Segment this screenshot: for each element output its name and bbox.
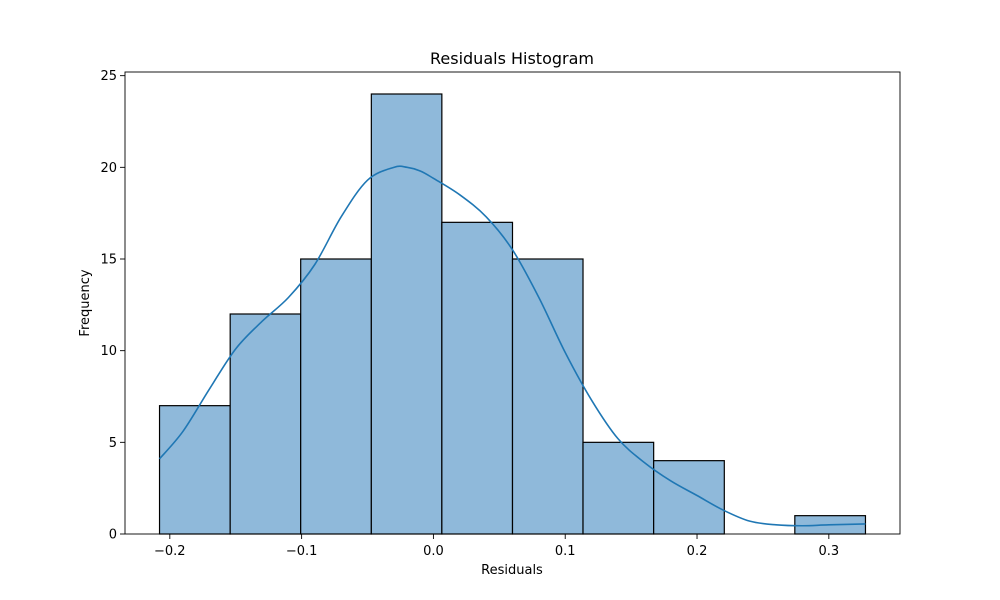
histogram-bar [158, 405, 231, 535]
y-axis-ticks: 0 5 10 15 20 25 [100, 69, 125, 543]
plot-area-frame [124, 71, 901, 535]
y-tick-label: 25 [100, 69, 117, 84]
x-axis-label: Residuals [481, 563, 543, 578]
histogram-bar [653, 460, 725, 535]
histogram-bar [441, 221, 514, 535]
y-tick-label: 20 [100, 161, 117, 176]
x-tick-label: 0.2 [687, 544, 708, 559]
y-tick-label: 5 [109, 436, 117, 451]
x-tick-label: −0.1 [286, 544, 318, 559]
y-tick-label: 0 [109, 528, 117, 543]
histogram-bar [511, 258, 584, 535]
x-tick-label: 0.1 [555, 544, 576, 559]
chart-title: Residuals Histogram [430, 49, 594, 68]
histogram-bar [300, 258, 372, 535]
histogram-bar [229, 313, 302, 535]
y-axis-label: Frequency [78, 269, 93, 336]
x-axis-ticks: −0.2 −0.1 0.0 0.1 0.2 0.3 [154, 534, 839, 559]
kde-curve [158, 165, 866, 527]
histogram-bars [158, 93, 867, 535]
y-tick-label: 10 [100, 344, 117, 359]
histogram-bar [582, 441, 655, 535]
y-tick-label: 15 [100, 253, 117, 268]
histogram-bar [370, 93, 443, 535]
x-tick-label: 0.3 [818, 544, 839, 559]
x-tick-label: −0.2 [154, 544, 186, 559]
x-tick-label: 0.0 [423, 544, 444, 559]
